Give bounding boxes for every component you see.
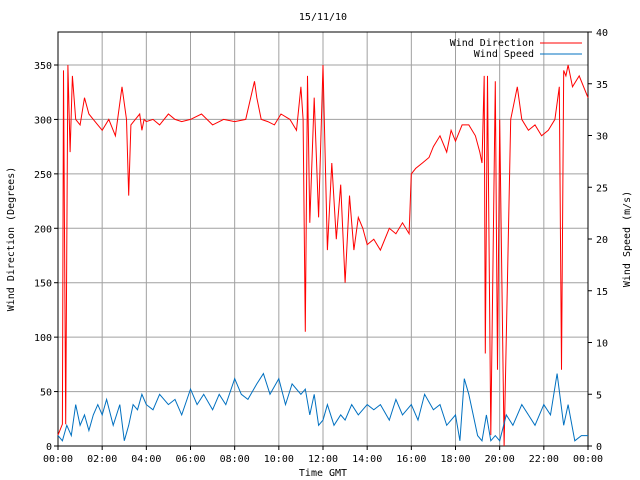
y-right-tick-label: 15	[596, 287, 608, 298]
series-line-wind-direction	[57, 64, 589, 447]
x-tick-label: 14:00	[352, 454, 382, 465]
y-right-tick-label: 25	[596, 183, 608, 194]
y-right-tick-label: 20	[596, 235, 608, 246]
y-left-tick-label: 300	[34, 115, 52, 126]
y-left-tick-label: 250	[34, 170, 52, 181]
x-tick-label: 18:00	[440, 454, 470, 465]
y-axis-right: 0 5 10 15 20 25 30 35 40	[588, 28, 608, 453]
x-tick-label: 04:00	[131, 454, 161, 465]
y-left-tick-label: 0	[46, 442, 52, 453]
legend: Wind Direction Wind Speed	[450, 38, 582, 60]
x-tick-label: 08:00	[220, 454, 250, 465]
y-right-tick-label: 40	[596, 28, 608, 39]
x-tick-label: 00:00	[43, 454, 73, 465]
x-tick-label: 20:00	[485, 454, 515, 465]
y-right-tick-label: 35	[596, 80, 608, 91]
chart-title: 15/11/10	[299, 12, 347, 23]
y-left-tick-label: 350	[34, 61, 52, 72]
x-tick-label: 22:00	[529, 454, 559, 465]
x-tick-label: 02:00	[87, 454, 117, 465]
x-tick-label: 00:00	[573, 454, 603, 465]
x-tick-label: 10:00	[264, 454, 294, 465]
x-tick-label: 16:00	[396, 454, 426, 465]
y-left-tick-label: 100	[34, 333, 52, 344]
legend-label-wind-direction: Wind Direction	[450, 38, 534, 49]
y-axis-label-right: Wind Speed (m/s)	[622, 191, 633, 287]
x-axis: 00:00 02:00 04:00 06:00 08:00 10:00 12:00 14:00…	[43, 446, 603, 465]
series	[57, 64, 589, 447]
y-left-tick-label: 50	[40, 388, 52, 399]
y-right-tick-label: 10	[596, 339, 608, 350]
x-axis-label: Time GMT	[299, 468, 347, 479]
y-right-tick-label: 5	[596, 390, 602, 401]
series-line-wind-speed	[57, 372, 588, 442]
y-left-tick-label: 150	[34, 279, 52, 290]
x-tick-label: 06:00	[175, 454, 205, 465]
y-left-tick-label: 200	[34, 224, 52, 235]
y-right-tick-label: 30	[596, 132, 608, 143]
y-axis-label-left: Wind Direction (Degrees)	[6, 167, 17, 312]
y-right-tick-label: 0	[596, 442, 602, 453]
x-tick-label: 12:00	[308, 454, 338, 465]
y-axis-left: 0 50 100 150 200 250 300 350	[34, 61, 58, 453]
legend-label-wind-speed: Wind Speed	[474, 49, 534, 60]
